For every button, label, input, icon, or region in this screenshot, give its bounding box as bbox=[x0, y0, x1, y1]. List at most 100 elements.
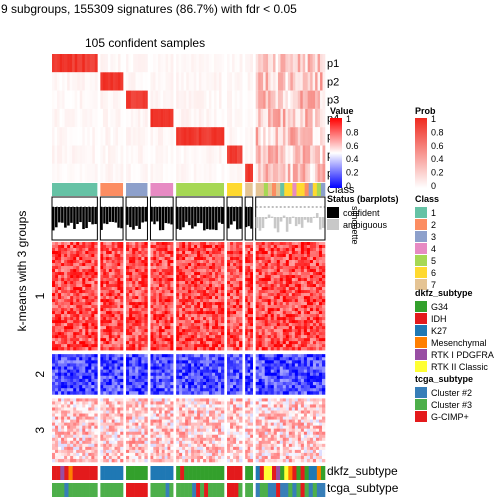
heatmap-cell bbox=[285, 293, 290, 297]
heatmap-cell bbox=[300, 308, 305, 312]
heatmap-cell bbox=[52, 372, 56, 377]
prob-cell bbox=[126, 54, 129, 73]
heatmap-cell bbox=[167, 317, 171, 321]
heatmap-cell bbox=[64, 385, 68, 389]
heatmap-cell bbox=[111, 320, 115, 324]
heatmap-cell bbox=[76, 391, 80, 395]
heatmap-cell bbox=[218, 290, 222, 294]
heatmap-cell bbox=[167, 299, 171, 303]
prob-cell bbox=[150, 90, 154, 109]
heatmap-cell bbox=[297, 266, 302, 270]
prob-cell bbox=[84, 54, 88, 73]
heatmap-cell bbox=[170, 302, 174, 306]
heatmap-cell bbox=[94, 248, 98, 252]
prob-cell bbox=[320, 72, 323, 91]
heatmap-cell bbox=[106, 254, 110, 258]
heatmap-cell bbox=[245, 242, 248, 246]
heatmap-cell bbox=[141, 311, 145, 315]
heatmap-cell bbox=[73, 311, 77, 315]
heatmap-cell bbox=[188, 302, 192, 306]
heatmap-cell bbox=[318, 248, 323, 252]
heatmap-cell bbox=[267, 275, 272, 279]
heatmap-cell bbox=[233, 372, 237, 377]
prob-cell bbox=[77, 145, 81, 164]
heatmap-cell bbox=[282, 335, 287, 339]
heatmap-cell bbox=[312, 311, 317, 315]
heatmap-cell bbox=[61, 254, 65, 258]
heatmap-cell bbox=[106, 372, 110, 377]
chart-subtitle: 105 confident samples bbox=[85, 36, 205, 50]
heatmap-cell bbox=[58, 269, 62, 273]
heatmap-cell bbox=[300, 254, 305, 258]
heatmap-cell bbox=[250, 317, 253, 321]
silhouette-bar bbox=[206, 207, 209, 230]
heatmap-cell bbox=[303, 242, 308, 246]
heatmap-cell bbox=[135, 357, 139, 361]
heatmap-cell bbox=[300, 378, 305, 383]
heatmap-cell bbox=[279, 385, 284, 389]
heatmap-cell bbox=[129, 293, 133, 297]
heatmap-cell bbox=[94, 296, 98, 300]
heatmap-cell bbox=[294, 266, 299, 270]
heatmap-cell bbox=[179, 293, 183, 297]
heatmap-cell bbox=[161, 317, 165, 321]
prob-cell bbox=[137, 54, 141, 73]
heatmap-cell bbox=[76, 320, 80, 324]
prob-cell bbox=[186, 90, 190, 109]
heatmap-cell bbox=[61, 344, 65, 348]
heatmap-cell bbox=[303, 326, 308, 330]
heatmap-cell bbox=[150, 363, 154, 367]
silhouette-bar bbox=[164, 207, 168, 224]
heatmap-cell bbox=[200, 290, 204, 294]
heatmap-cell bbox=[279, 254, 284, 258]
heatmap-cell bbox=[85, 251, 89, 255]
heatmap-cell bbox=[285, 335, 290, 339]
heatmap-cell bbox=[126, 245, 130, 249]
prob-cell bbox=[287, 163, 291, 183]
heatmap-cell bbox=[79, 320, 83, 324]
heatmap-cell bbox=[82, 299, 86, 303]
prob-cell bbox=[150, 72, 154, 91]
heatmap-cell bbox=[209, 308, 213, 312]
heatmap-cell bbox=[212, 326, 216, 330]
heatmap-cell bbox=[120, 323, 124, 327]
heatmap-cell bbox=[161, 278, 165, 282]
prob-cell bbox=[79, 163, 83, 183]
heatmap-cell bbox=[82, 317, 86, 321]
heatmap-cell bbox=[52, 335, 56, 339]
heatmap-cell bbox=[132, 287, 136, 291]
heatmap-cell bbox=[303, 332, 308, 336]
heatmap-cell bbox=[273, 329, 278, 333]
heatmap-cell bbox=[156, 245, 160, 249]
heatmap-cell bbox=[91, 287, 95, 291]
heatmap-cell bbox=[321, 260, 326, 264]
heatmap-cell bbox=[212, 290, 216, 294]
heatmap-cell bbox=[67, 363, 71, 367]
prob-cell bbox=[193, 54, 197, 73]
heatmap-cell bbox=[188, 305, 192, 309]
heatmap-cell bbox=[261, 375, 266, 380]
heatmap-cell bbox=[321, 311, 326, 315]
heatmap-cell bbox=[239, 363, 243, 367]
heatmap-cell bbox=[233, 317, 237, 321]
heatmap-cell bbox=[191, 372, 195, 377]
heatmap-cell bbox=[297, 254, 302, 258]
heatmap-cell bbox=[288, 369, 293, 374]
heatmap-cell bbox=[167, 332, 171, 336]
silhouette-bar bbox=[197, 207, 200, 224]
heatmap-cell bbox=[117, 311, 121, 315]
heatmap-cell bbox=[291, 248, 296, 252]
heatmap-cell bbox=[85, 382, 89, 386]
prob-cell bbox=[102, 72, 106, 91]
heatmap-cell bbox=[126, 278, 130, 282]
heatmap-cell bbox=[176, 385, 180, 389]
heatmap-cell bbox=[129, 317, 133, 321]
heatmap-cell bbox=[158, 332, 163, 336]
heatmap-cell bbox=[176, 363, 180, 367]
heatmap-cell bbox=[161, 245, 165, 249]
heatmap-cell bbox=[88, 372, 92, 377]
heatmap-cell bbox=[182, 326, 186, 330]
heatmap-cell bbox=[245, 369, 248, 374]
silhouette-bar bbox=[264, 217, 268, 219]
heatmap-cell bbox=[164, 354, 168, 358]
